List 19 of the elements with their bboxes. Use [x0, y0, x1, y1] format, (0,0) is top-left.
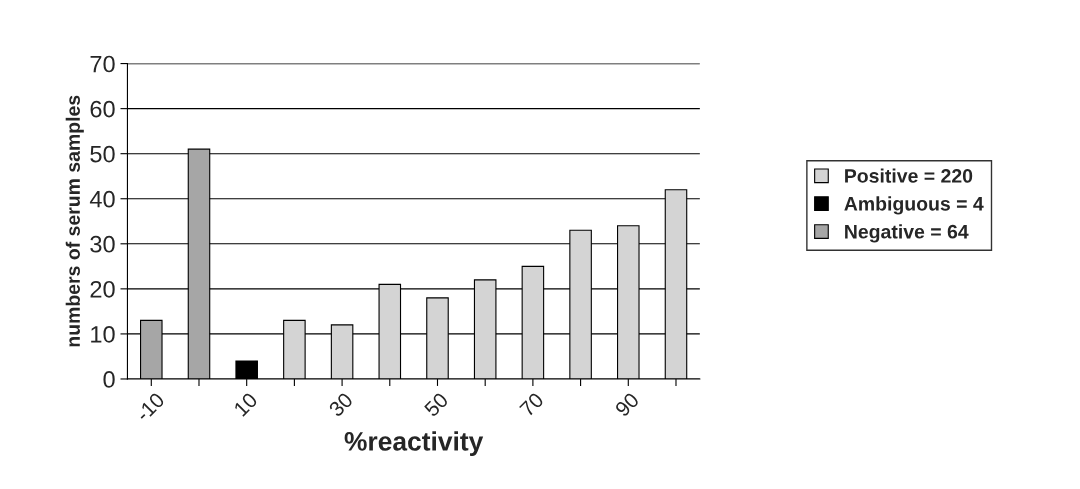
- x-tick-label: -10: [134, 391, 166, 423]
- y-tick-label: 40: [89, 190, 115, 208]
- legend-label: Ambiguous = 4: [844, 196, 984, 215]
- y-tick-label: 30: [90, 235, 115, 253]
- x-tick-label: 90: [614, 391, 640, 418]
- legend-label: Negative = 64: [845, 224, 969, 243]
- legend-label: Positive = 220: [845, 168, 973, 183]
- y-tick-label: 60: [90, 100, 115, 118]
- y-tick-label: 0: [103, 371, 115, 388]
- y-tick-label: 10: [91, 325, 115, 343]
- x-tick-label: 50: [423, 391, 450, 418]
- y-tick-label: 70: [90, 55, 115, 73]
- y-tick-label: 20: [90, 280, 115, 298]
- x-tick-label: 10: [233, 391, 259, 417]
- x-tick-label: 70: [518, 391, 545, 418]
- x-tick-label: 30: [327, 391, 354, 418]
- x-axis-title: %reactivity: [344, 431, 484, 456]
- y-axis-title: numbers of serum samples: [65, 95, 84, 347]
- y-tick-label: 50: [90, 145, 115, 163]
